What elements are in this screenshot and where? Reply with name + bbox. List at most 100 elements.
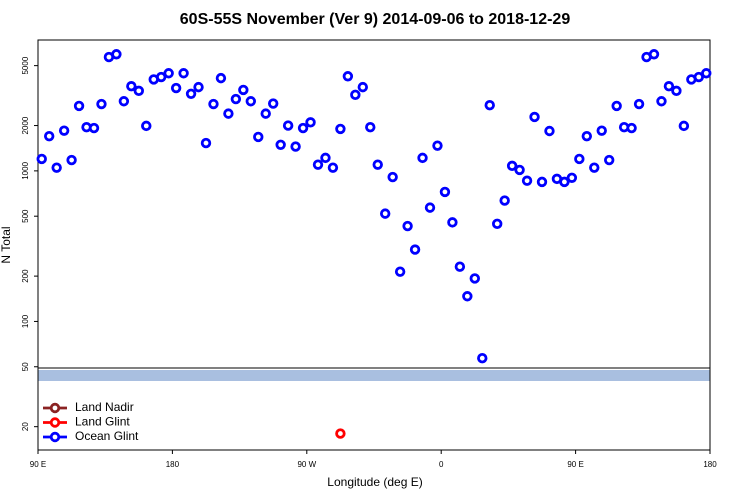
data-point — [44, 130, 55, 142]
x-axis-label: Longitude (deg E) — [327, 475, 422, 489]
data-point — [66, 154, 77, 166]
data-point — [387, 171, 398, 183]
data-point — [200, 137, 212, 149]
x-tick-label: 90 W — [297, 460, 316, 469]
data-point — [193, 81, 204, 93]
data-point — [678, 120, 690, 132]
legend-label: Land Glint — [75, 415, 130, 429]
data-point — [170, 82, 182, 94]
data-point — [58, 125, 70, 136]
data-point — [454, 261, 466, 272]
data-point — [185, 88, 197, 100]
data-point — [589, 162, 600, 173]
y-tick-label: 2000 — [21, 116, 30, 134]
data-point — [499, 195, 510, 206]
data-point — [350, 89, 361, 101]
y-tick-label: 50 — [21, 362, 30, 371]
data-point — [253, 131, 264, 143]
separator-band — [38, 370, 710, 381]
x-tick-label: 90 E — [567, 460, 583, 469]
data-point — [275, 139, 286, 150]
data-point — [611, 100, 622, 112]
data-point — [111, 49, 122, 60]
data-point — [417, 152, 428, 164]
legend-marker — [49, 431, 61, 443]
y-tick-label: 1000 — [21, 161, 30, 179]
data-point — [141, 120, 152, 132]
data-point — [394, 266, 406, 277]
data-point — [656, 96, 667, 107]
data-point — [536, 176, 548, 188]
data-point — [365, 122, 376, 133]
data-point — [88, 122, 100, 134]
legend-label: Ocean Glint — [75, 429, 139, 443]
data-point — [477, 352, 488, 364]
data-point — [447, 217, 458, 228]
data-point — [439, 186, 451, 198]
legend-marker — [49, 402, 61, 414]
data-point — [312, 159, 324, 170]
data-point — [492, 218, 503, 230]
data-point — [223, 108, 234, 119]
data-point — [484, 100, 495, 111]
data-point — [133, 85, 144, 97]
chart-title: 60S-55S November (Ver 9) 2014-09-06 to 2… — [180, 11, 571, 28]
data-point — [671, 85, 682, 97]
data-point — [372, 159, 383, 170]
data-point — [238, 84, 249, 96]
data-point — [96, 98, 107, 110]
data-point — [208, 98, 219, 110]
data-point — [596, 125, 607, 136]
data-point — [529, 111, 540, 123]
data-point — [544, 125, 555, 137]
plot-frame — [37, 39, 711, 451]
data-point — [163, 68, 174, 79]
data-point — [118, 96, 130, 107]
y-tick-label: 200 — [21, 269, 30, 283]
data-point — [357, 81, 368, 93]
data-point — [342, 71, 354, 82]
data-point — [320, 152, 331, 164]
data-point — [514, 164, 525, 176]
data-point — [424, 202, 436, 213]
x-tick-label: 90 E — [30, 460, 46, 469]
data-point — [409, 244, 421, 255]
data-point — [51, 162, 62, 173]
data-point — [282, 120, 294, 131]
data-point — [633, 98, 645, 110]
data-point — [215, 72, 227, 84]
y-tick-label: 500 — [21, 209, 30, 223]
data-point — [178, 68, 189, 79]
data-point — [230, 93, 242, 105]
x-tick-label: 180 — [166, 460, 180, 469]
x-tick-label: 180 — [703, 460, 717, 469]
data-point — [521, 175, 533, 186]
legend-marker — [49, 417, 61, 428]
data-point — [462, 291, 473, 302]
data-point — [648, 49, 660, 60]
data-point — [245, 96, 256, 107]
data-point — [335, 428, 346, 439]
x-tick-label: 0 — [439, 460, 444, 469]
data-point — [432, 140, 443, 151]
data-point — [469, 273, 480, 284]
data-point — [380, 208, 391, 219]
data-point — [36, 153, 47, 165]
legend-label: Land Nadir — [75, 400, 134, 414]
data-point — [626, 122, 637, 134]
data-point — [701, 68, 712, 79]
y-tick-label: 20 — [21, 422, 30, 431]
y-tick-label: 100 — [21, 314, 30, 328]
data-point — [73, 100, 85, 112]
data-point — [402, 220, 413, 232]
data-point — [559, 176, 570, 188]
y-tick-label: 5000 — [21, 56, 30, 74]
data-point — [506, 160, 518, 172]
data-point — [581, 130, 592, 142]
data-point — [663, 81, 675, 92]
data-point — [126, 81, 137, 92]
data-point — [566, 172, 578, 183]
y-axis-label: N Total — [0, 226, 13, 263]
